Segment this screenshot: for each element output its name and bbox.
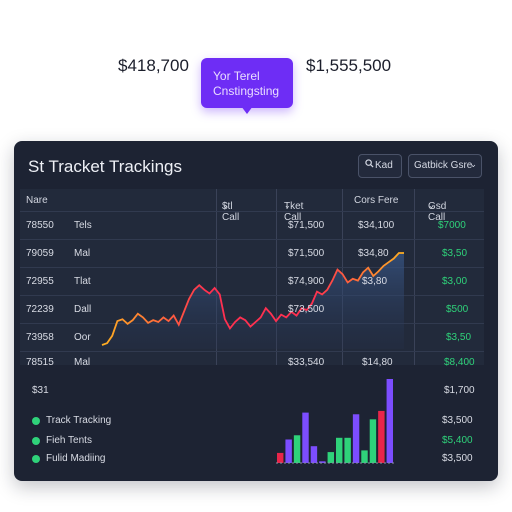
bar [336,437,343,463]
bar [302,412,309,463]
row-divider [20,239,484,240]
bar [361,450,368,463]
line-chart-series [101,252,404,346]
bar [277,452,284,463]
sort-dropdown[interactable]: Gatbick Gsre ⌄ [408,154,482,178]
row-name: Mal [74,248,91,259]
row-col4: $500 [446,304,469,315]
row-col3: $3,80 [362,276,388,287]
column-divider [414,189,415,365]
bar [293,435,301,463]
panel-title: St Tracket Trackings [28,157,182,176]
column-header-col3[interactable]: Cors Fere [354,195,399,206]
chevron-down-icon: ⌄ [284,201,291,210]
row-id: 73958 [26,332,54,343]
row-col3: $14,80 [362,357,393,368]
row-divider [20,267,484,268]
row-id: 78515 [26,357,54,368]
tooltip-line-1: Yor Terel [213,69,260,83]
bar [310,446,318,463]
row-divider [20,295,484,296]
legend-label: Fulid Madiing [46,453,106,464]
column-divider [276,189,277,365]
row-col4: $7000 [438,220,466,231]
row-col4: $3,50 [446,332,472,343]
row-id: 72955 [26,276,54,287]
column-header-col4-label: Gsd Call [428,201,447,223]
tooltip-bubble: Yor Terel Cnstingsting [201,58,293,108]
column-header-name[interactable]: Nare [26,195,48,206]
bar [319,461,326,463]
row-divider [20,211,484,212]
tooltip-tail [241,106,253,114]
row-divider [20,323,484,324]
extra-row-value: $1,700 [444,385,475,396]
row-col3: $34,100 [358,220,395,231]
row-name: Oor [74,332,91,343]
bar [386,379,393,463]
row-col2: $74,900 [288,276,325,287]
search-label: Kad [375,160,393,171]
row-col4: $3,50 [442,248,468,259]
row-col2: $33,540 [288,357,325,368]
bar [344,437,351,463]
row-divider [20,351,484,352]
row-col4: $3,00 [442,276,468,287]
row-col2: $73,500 [288,304,325,315]
line-chart-area [102,253,404,349]
bar [369,419,377,463]
row-id: 79059 [26,248,54,259]
tracking-panel: St Tracket Trackings Kad Gatbick Gsre ⌄ … [14,141,498,481]
row-name: Tels [74,220,92,231]
row-col4: $8,400 [444,357,475,368]
legend-value: $3,500 [442,415,473,426]
legend-label: Track Tracking [46,415,112,426]
legend-value: $5,400 [442,435,473,446]
top-amount-right: $1,555,500 [306,56,392,75]
row-name: Dall [74,304,92,315]
row-id: 78550 [26,220,54,231]
row-name: Tlat [74,276,91,287]
table-header: Nare $tl Call ⌄ Tket Call ⌄ Cors Fere Gs… [20,189,484,223]
legend-dot-icon [32,417,40,425]
bar [285,439,292,463]
legend-label: Fieh Tents [46,435,92,446]
row-col3: $34,80 [358,248,389,259]
search-input[interactable]: Kad [358,154,402,178]
tooltip-line-2: Cnstingsting [213,84,280,98]
volume-bar-chart [276,379,394,464]
legend-value: $3,500 [442,453,473,464]
bar [352,414,360,463]
row-col2: $71,500 [288,220,325,231]
chevron-down-icon: ⌄ [469,159,477,169]
row-col2: $71,500 [288,248,325,259]
row-name: Mal [74,357,91,368]
column-header-col2-label: Tket Call [284,201,304,223]
sort-label: Gatbick Gsre [414,160,473,171]
data-table: Nare $tl Call ⌄ Tket Call ⌄ Cors Fere Gs… [20,189,484,368]
column-divider [216,189,217,365]
top-amount-left: $418,700 [118,56,189,75]
row-id: 72239 [26,304,54,315]
column-header-col1-label: $tl Call [222,201,240,223]
bar [327,452,334,463]
extra-row-id: $31 [32,385,49,396]
bar [378,410,385,463]
price-line-chart [101,252,404,349]
legend-dot-icon [32,437,40,445]
search-icon [365,159,374,171]
chevron-down-icon: ⌄ [428,201,435,210]
legend-dot-icon [32,455,40,463]
chevron-down-icon: ⌄ [222,201,229,210]
